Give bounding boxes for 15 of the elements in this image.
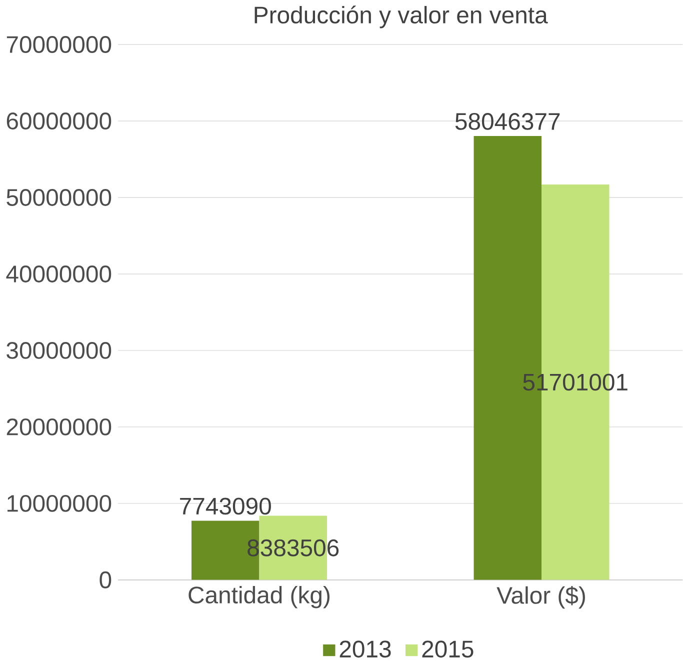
y-tick-label: 70000000 — [6, 36, 112, 54]
y-tick-label: 0 — [100, 572, 112, 589]
data-label: 58046377 — [455, 113, 560, 130]
data-label: 7743090 — [180, 498, 271, 515]
y-tick-label: 50000000 — [6, 189, 112, 206]
y-tick-label: 20000000 — [6, 418, 112, 436]
y-tick-label: 10000000 — [8, 495, 112, 512]
x-tick-label: Cantidad (kg) — [188, 586, 330, 608]
legend-label: 2015 — [422, 640, 474, 658]
y-tick-label: 30000000 — [6, 342, 112, 360]
y-tick-label: 60000000 — [6, 112, 112, 130]
x-tick-label: Valor ($) — [496, 586, 585, 609]
chart-title: Producción y valor en venta — [254, 6, 548, 28]
legend-label: 2013 — [340, 640, 391, 658]
y-tick-label: 40000000 — [6, 266, 112, 283]
